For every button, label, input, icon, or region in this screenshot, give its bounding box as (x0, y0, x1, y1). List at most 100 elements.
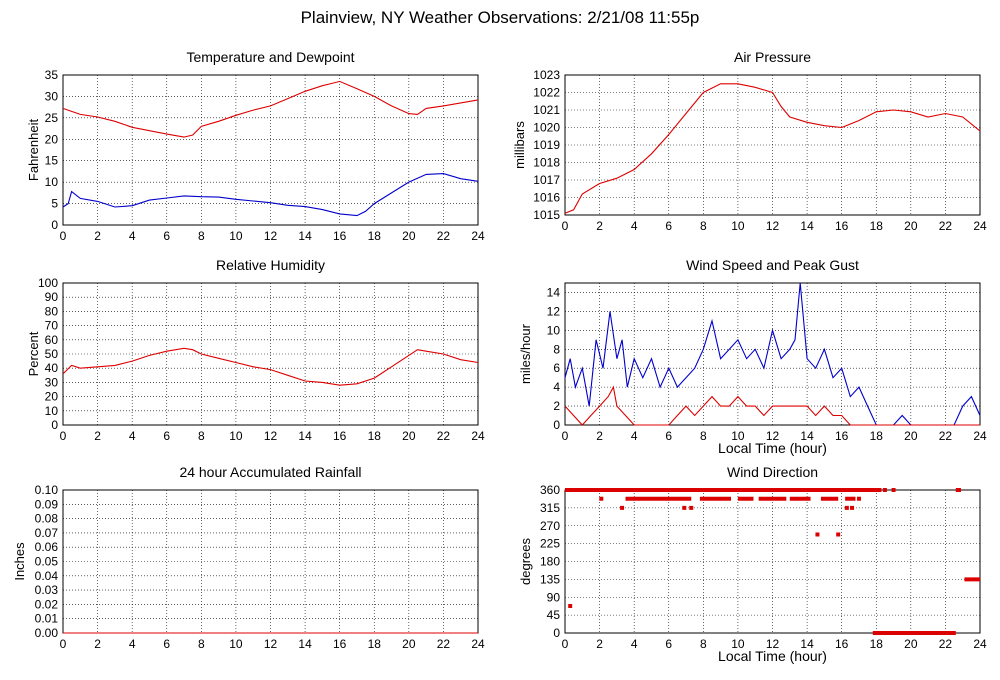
y-tick-label: 4 (553, 380, 560, 394)
y-tick-label: 5 (51, 197, 58, 211)
y-tick-label: 0.04 (35, 569, 59, 583)
x-tick-label: 4 (631, 637, 638, 651)
x-axis-label: Local Time (hour) (718, 648, 827, 664)
y-tick-label: 50 (45, 347, 59, 361)
x-tick-label: 20 (904, 637, 918, 651)
x-tick-label: 6 (163, 429, 170, 443)
x-tick-label: 12 (766, 429, 780, 443)
x-tick-label: 16 (333, 429, 347, 443)
x-tick-label: 16 (333, 637, 347, 651)
y-tick-label: 0 (553, 626, 560, 640)
y-tick-label: 20 (45, 390, 59, 404)
x-tick-label: 10 (731, 219, 745, 233)
x-tick-label: 22 (939, 429, 953, 443)
y-tick-label: 100 (38, 276, 58, 290)
x-tick-label: 10 (229, 637, 243, 651)
x-tick-label: 4 (631, 219, 638, 233)
y-tick-label: 180 (540, 555, 560, 569)
direction-point (863, 488, 868, 492)
x-tick-label: 24 (471, 637, 485, 651)
y-tick-label: 1018 (533, 156, 560, 170)
x-tick-label: 14 (800, 219, 814, 233)
x-tick-label: 20 (402, 637, 416, 651)
x-tick-label: 0 (60, 429, 67, 443)
x-tick-label: 22 (437, 637, 451, 651)
x-tick-label: 10 (229, 229, 243, 243)
x-tick-label: 22 (939, 219, 953, 233)
series-line-1 (62, 173, 479, 217)
direction-point (620, 505, 625, 510)
x-tick-label: 22 (437, 429, 451, 443)
x-tick-label: 8 (700, 637, 707, 651)
x-tick-label: 6 (665, 637, 672, 651)
y-tick-label: 0.07 (35, 526, 59, 540)
x-tick-label: 10 (731, 429, 745, 443)
y-tick-label: 1021 (533, 103, 560, 117)
y-tick-label: 1020 (533, 121, 560, 135)
direction-point (844, 505, 849, 510)
y-tick-label: 0.08 (35, 512, 59, 526)
chart-title: Air Pressure (734, 49, 811, 65)
y-tick-label: 1023 (533, 68, 560, 82)
x-tick-label: 14 (800, 637, 814, 651)
direction-point (568, 603, 573, 608)
y-axis-label: Inches (12, 542, 27, 581)
x-tick-label: 20 (402, 429, 416, 443)
x-tick-label: 16 (333, 229, 347, 243)
x-tick-label: 24 (471, 429, 485, 443)
y-tick-label: 0.02 (35, 597, 59, 611)
x-tick-label: 22 (939, 637, 953, 651)
x-axis-label: Local Time (hour) (718, 440, 827, 456)
chart-title: 24 hour Accumulated Rainfall (179, 464, 361, 480)
x-tick-label: 16 (835, 637, 849, 651)
y-tick-label: 90 (45, 290, 59, 304)
y-axis-label: Fahrenheit (26, 119, 41, 182)
chart-title: Temperature and Dewpoint (186, 49, 354, 65)
y-axis-label: millibars (512, 121, 527, 169)
y-tick-label: 12 (547, 304, 561, 318)
y-tick-label: 0.06 (35, 540, 59, 554)
x-tick-label: 24 (973, 429, 987, 443)
direction-point (682, 505, 687, 510)
y-tick-label: 0.03 (35, 583, 59, 597)
x-tick-label: 2 (94, 637, 101, 651)
y-tick-label: 14 (547, 285, 561, 299)
y-tick-label: 80 (45, 304, 59, 318)
x-tick-label: 12 (264, 637, 278, 651)
x-tick-label: 2 (94, 229, 101, 243)
y-tick-label: 30 (45, 375, 59, 389)
direction-point (689, 505, 694, 510)
y-tick-label: 225 (540, 537, 560, 551)
y-tick-label: 8 (553, 342, 560, 356)
x-tick-label: 24 (471, 229, 485, 243)
y-tick-label: 10 (547, 323, 561, 337)
y-tick-label: 10 (45, 175, 59, 189)
x-tick-label: 2 (94, 429, 101, 443)
x-tick-label: 16 (835, 429, 849, 443)
y-tick-label: 1016 (533, 191, 560, 205)
x-tick-label: 6 (163, 229, 170, 243)
x-tick-label: 16 (835, 219, 849, 233)
x-tick-label: 18 (870, 219, 884, 233)
direction-point (891, 488, 896, 492)
series-line-0 (62, 347, 479, 386)
x-tick-label: 20 (904, 429, 918, 443)
x-tick-label: 4 (129, 229, 136, 243)
x-tick-label: 10 (229, 429, 243, 443)
x-tick-label: 20 (402, 229, 416, 243)
x-tick-label: 12 (264, 229, 278, 243)
x-tick-label: 4 (631, 429, 638, 443)
y-tick-label: 1015 (533, 208, 560, 222)
x-tick-label: 2 (596, 219, 603, 233)
x-tick-label: 24 (973, 219, 987, 233)
x-tick-label: 0 (60, 229, 67, 243)
x-tick-label: 6 (163, 637, 170, 651)
y-tick-label: 0 (51, 218, 58, 232)
page-title: Plainview, NY Weather Observations: 2/21… (300, 8, 700, 27)
y-tick-label: 70 (45, 319, 59, 333)
x-tick-label: 8 (198, 429, 205, 443)
y-tick-label: 6 (553, 361, 560, 375)
